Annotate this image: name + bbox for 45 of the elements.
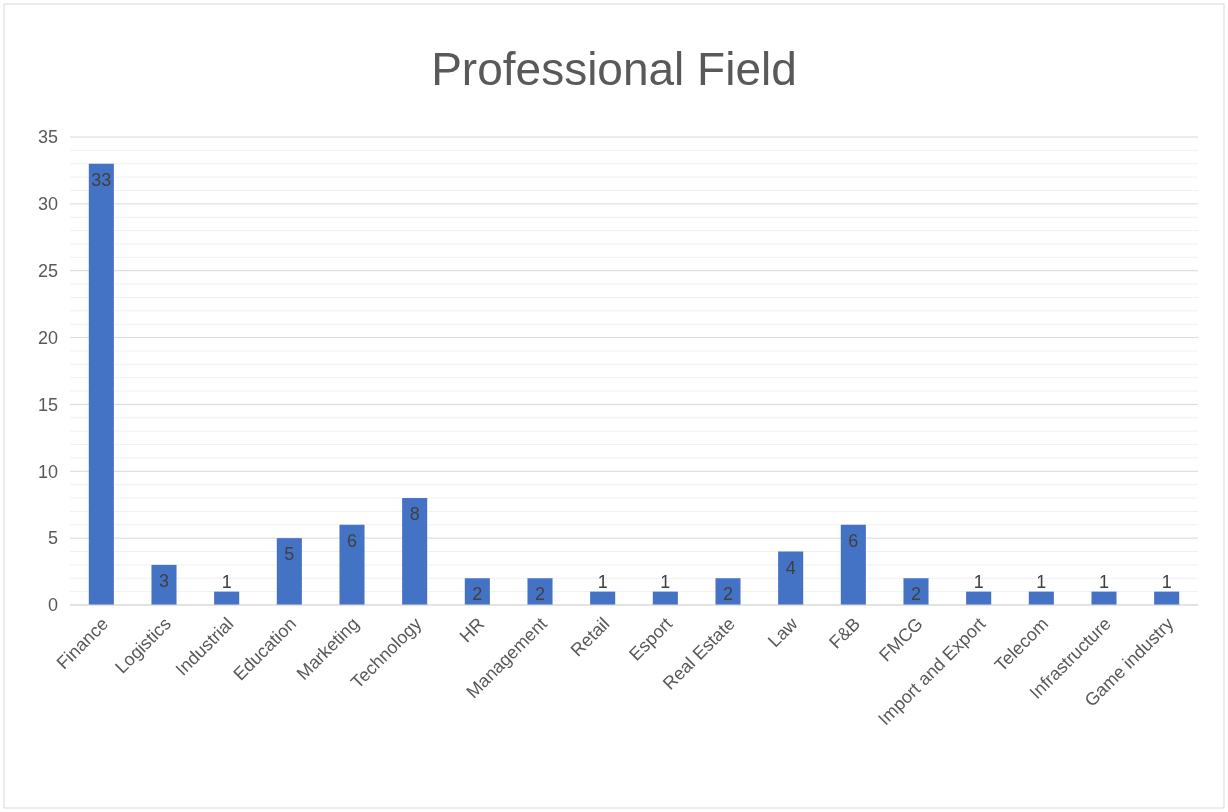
- y-tick-label: 10: [37, 461, 58, 482]
- bar: [276, 538, 302, 605]
- data-label: 2: [722, 584, 734, 605]
- bar: [1028, 591, 1054, 605]
- bar: [652, 591, 678, 605]
- data-label: 1: [1036, 571, 1047, 592]
- bar: [840, 524, 866, 605]
- bar: [590, 591, 616, 605]
- bar: [1091, 591, 1117, 605]
- bar: [402, 498, 428, 605]
- chart-title: Professional Field: [431, 43, 797, 95]
- data-label: 33: [91, 169, 112, 190]
- y-tick-label: 0: [47, 595, 58, 616]
- data-label: 1: [221, 571, 232, 592]
- data-label: 5: [284, 544, 295, 565]
- bar: [778, 551, 804, 605]
- y-tick-label: 35: [37, 127, 58, 148]
- x-tick-label: Law: [764, 612, 803, 652]
- y-tick-label: 15: [37, 394, 58, 415]
- bar: [88, 163, 114, 605]
- bar: [1154, 591, 1180, 605]
- bar: [151, 564, 177, 605]
- bar: [214, 591, 240, 605]
- data-label: 6: [346, 530, 358, 551]
- data-label: 1: [1161, 571, 1172, 592]
- data-label: 6: [848, 530, 859, 551]
- y-tick-label: 20: [37, 327, 58, 348]
- data-label: 1: [973, 571, 984, 592]
- bar: [527, 578, 553, 605]
- data-label: 2: [910, 584, 922, 605]
- data-label: 1: [1098, 571, 1110, 592]
- data-label: 8: [409, 504, 420, 525]
- data-label: 2: [534, 584, 546, 605]
- y-tick-label: 5: [47, 528, 58, 549]
- data-label: 4: [785, 557, 796, 578]
- y-tick-label: 25: [37, 260, 58, 281]
- data-label: 3: [158, 570, 170, 591]
- data-label: 1: [660, 571, 671, 592]
- bar: [966, 591, 992, 605]
- bar: [715, 578, 741, 605]
- data-label: 1: [597, 571, 608, 592]
- data-label: 2: [472, 584, 483, 605]
- y-tick-label: 30: [37, 194, 58, 215]
- bar: [903, 578, 929, 605]
- bar: [339, 524, 365, 605]
